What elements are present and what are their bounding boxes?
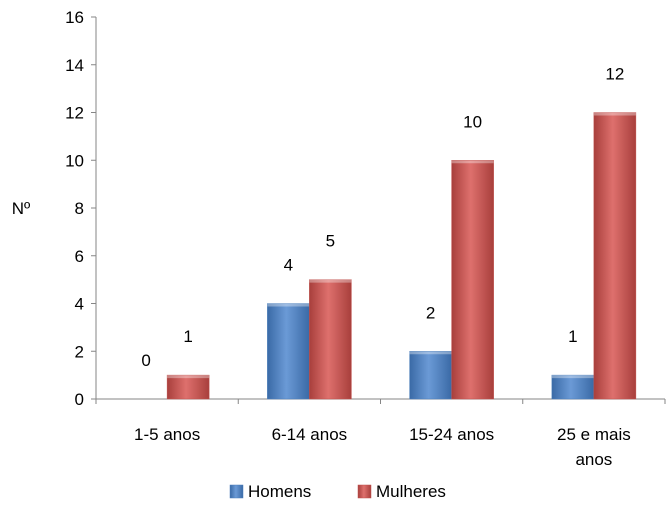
bar-mulheres: [593, 112, 637, 400]
x-category-label: 25 e mais: [557, 425, 631, 444]
bar-highlight: [167, 375, 210, 379]
y-axis-title: Nº: [12, 199, 31, 218]
bars: 0 4 2 1 1 5 10 12: [141, 65, 637, 400]
data-label: 2: [426, 303, 435, 322]
data-label: 1: [568, 327, 577, 346]
legend: Homens Mulheres: [229, 482, 446, 501]
data-label: 5: [326, 232, 335, 251]
bar-highlight: [593, 112, 636, 116]
y-tick-label: 10: [65, 151, 84, 170]
bar-homens: [551, 374, 595, 400]
y-tick-label: 8: [75, 199, 84, 218]
y-tick-label: 14: [65, 56, 84, 75]
x-category-label: 1-5 anos: [134, 425, 200, 444]
x-category-label: 15-24 anos: [409, 425, 494, 444]
data-label: 0: [141, 351, 150, 370]
bar-homens: [409, 351, 452, 400]
y-tick-label: 2: [75, 342, 84, 361]
x-category-label: anos: [575, 450, 612, 469]
bar-mulheres: [451, 160, 494, 400]
bar-mulheres: [166, 374, 210, 400]
bar-mulheres: [309, 279, 352, 400]
y-tick-label: 4: [75, 295, 84, 314]
y-tick-label: 0: [75, 390, 84, 409]
legend-swatch-homens: [229, 484, 244, 499]
y-tick-label: 12: [65, 104, 84, 123]
bar-highlight: [409, 351, 452, 355]
y-tick-label: 16: [65, 8, 84, 27]
data-label: 10: [463, 112, 482, 131]
bar-highlight: [309, 279, 352, 283]
bar-highlight: [267, 303, 310, 307]
y-tick-label: 6: [75, 247, 84, 266]
bar-highlight: [451, 160, 494, 164]
data-label: 1: [183, 327, 192, 346]
x-category-label: 6-14 anos: [272, 425, 348, 444]
legend-swatch-mulheres: [357, 484, 372, 499]
legend-label-mulheres: Mulheres: [376, 482, 446, 501]
bar-highlight: [551, 375, 594, 379]
data-label: 4: [284, 256, 293, 275]
bar-homens: [267, 303, 310, 400]
data-label: 12: [605, 65, 624, 84]
legend-label-homens: Homens: [248, 482, 311, 501]
